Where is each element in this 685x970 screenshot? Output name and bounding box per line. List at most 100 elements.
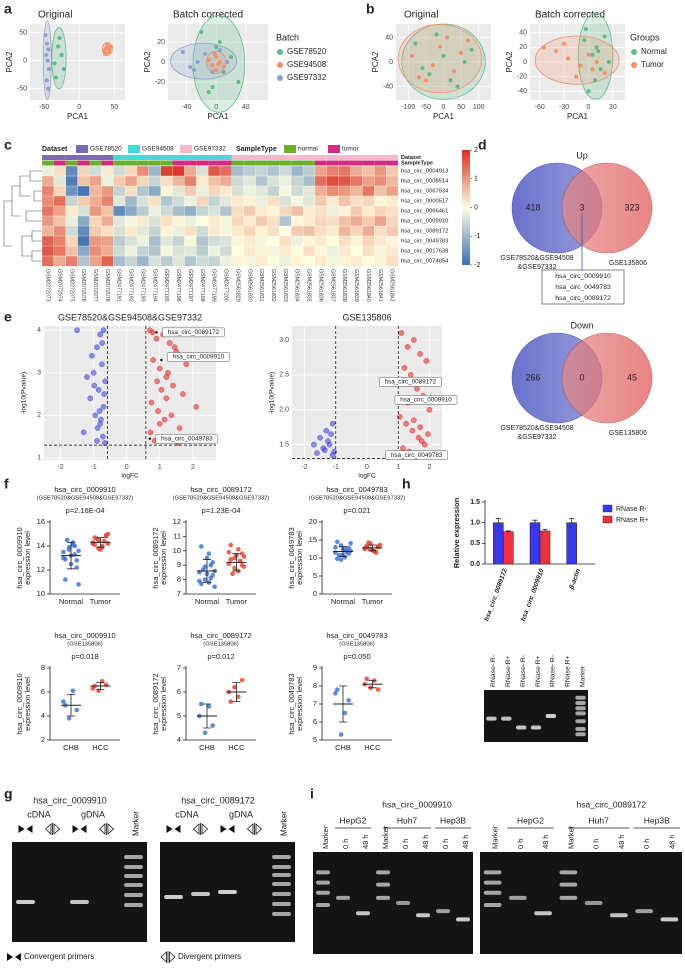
heatmap-cell: [196, 185, 209, 197]
heatmap-cell: [160, 245, 173, 257]
heatmap-cell: [124, 215, 138, 227]
point: [206, 551, 212, 556]
error-bar: [96, 537, 105, 548]
point: [61, 699, 66, 704]
x-tick-label: -40: [181, 104, 191, 111]
y-tick-label: 16: [37, 517, 45, 526]
point: [206, 58, 211, 62]
y-tick-label: 0.0: [470, 561, 480, 568]
column-label: GSM2477200: [223, 269, 229, 302]
point: [214, 55, 219, 59]
column-label: GSM2477196: [175, 269, 181, 302]
heatmap-cell: [207, 245, 221, 257]
heatmap-cell: [291, 195, 304, 207]
y-axis-label: hsa_circ_0089172: [151, 527, 160, 588]
x-tick-label: 1: [158, 464, 162, 471]
heatmap-cell: [172, 175, 185, 187]
heatmap-cell: [196, 195, 209, 207]
lane-label: 0 h: [592, 839, 601, 849]
gel-band: [584, 901, 603, 905]
heatmap-cell: [326, 255, 340, 267]
legend-label: Tumor: [641, 60, 664, 69]
dataset-cell: [160, 155, 173, 160]
p-value: p=1.23E-04: [202, 506, 241, 515]
point: [90, 369, 97, 376]
venn-count: 0: [579, 372, 584, 382]
heatmap-cell: [279, 185, 292, 197]
heatmap-cell: [279, 225, 292, 237]
type-cell: [326, 160, 339, 166]
lane-label: Marker: [280, 811, 289, 836]
heatmap-cell: [385, 175, 399, 187]
y-axis-label: expression level: [295, 677, 304, 731]
heatmap-cell: [124, 235, 138, 247]
lane-label: 48 h: [461, 834, 470, 849]
point: [314, 450, 320, 456]
bar: [493, 522, 504, 565]
legend-swatch: [277, 62, 283, 68]
dataset-cell: [53, 155, 66, 160]
x-tick-label: 0: [587, 104, 591, 111]
heatmap-cell: [350, 175, 363, 187]
gel-band: [124, 903, 143, 907]
y-tick-label: 6: [41, 687, 45, 696]
row-label: hsa_circ_0000517: [401, 199, 448, 205]
colorbar-label: 0: [474, 204, 478, 211]
y-tick-label: 7: [177, 663, 181, 672]
x-tick-label: Normal: [59, 597, 84, 606]
dendrogram: [11, 185, 20, 217]
type-cell: [65, 160, 78, 166]
heatmap-cell: [338, 245, 351, 257]
y-tick-label: 6: [177, 687, 181, 696]
heatmap-cell: [314, 175, 328, 187]
heatmap-cell: [314, 245, 328, 257]
point: [430, 63, 435, 68]
y-tick-label: 40: [385, 34, 393, 41]
heatmap-cell: [279, 195, 292, 207]
heatmap-cell: [89, 165, 102, 177]
point: [217, 40, 222, 44]
row-label: hsa_circ_0089172: [401, 229, 448, 235]
plot-subtitle: (GSE78520&GSE94508&GSE97332): [37, 496, 134, 502]
heatmap-cell: [53, 205, 67, 217]
heatmap-cell: [231, 235, 245, 247]
heatmap-cell: [350, 255, 363, 267]
heatmap-cell: [231, 165, 245, 177]
row-label: hsa_circ_0004913: [401, 169, 448, 175]
heatmap-cell: [89, 215, 102, 227]
legend-label: normal: [298, 146, 318, 153]
heatmap-cell: [77, 255, 90, 267]
column-label: GSM2072077: [92, 269, 98, 302]
point: [214, 68, 219, 72]
column-label: GSM2477193: [139, 269, 145, 302]
heatmap-cell: [101, 205, 114, 217]
dataset-cell: [374, 155, 387, 160]
heatmap-cell: [41, 245, 55, 257]
confidence-ellipse: [401, 23, 486, 100]
lane-label: 48 h: [421, 834, 430, 849]
heatmap-cell: [231, 195, 245, 207]
row-label: hsa_circ_0049783: [401, 239, 448, 245]
point: [466, 38, 471, 43]
heatmap-cell: [302, 245, 316, 257]
point: [43, 33, 48, 38]
heatmap-cell: [231, 255, 245, 267]
y-axis-label: hsa_circ_0089172: [151, 673, 160, 734]
heatmap-cell: [338, 175, 351, 187]
y-tick-label: 0: [389, 59, 393, 66]
point: [74, 565, 79, 570]
point: [594, 45, 599, 50]
heatmap-cell: [41, 255, 55, 267]
heatmap-cell: [291, 175, 304, 187]
x-tick-label: -1: [333, 464, 339, 471]
heatmap-cell: [267, 235, 280, 247]
heatmap-cell: [291, 245, 304, 257]
dataset-cell: [338, 155, 351, 160]
set-label: GSE78520&GSE94508: [500, 255, 573, 262]
y-axis-label: PCA2: [5, 51, 14, 72]
plot-subtitle: (GSE78520&GSE94508&GSE97332): [309, 496, 406, 502]
gel: [313, 852, 473, 954]
heatmap-cell: [207, 205, 221, 217]
column-label: GSM2477194: [151, 269, 157, 302]
type-cell: [231, 160, 244, 166]
